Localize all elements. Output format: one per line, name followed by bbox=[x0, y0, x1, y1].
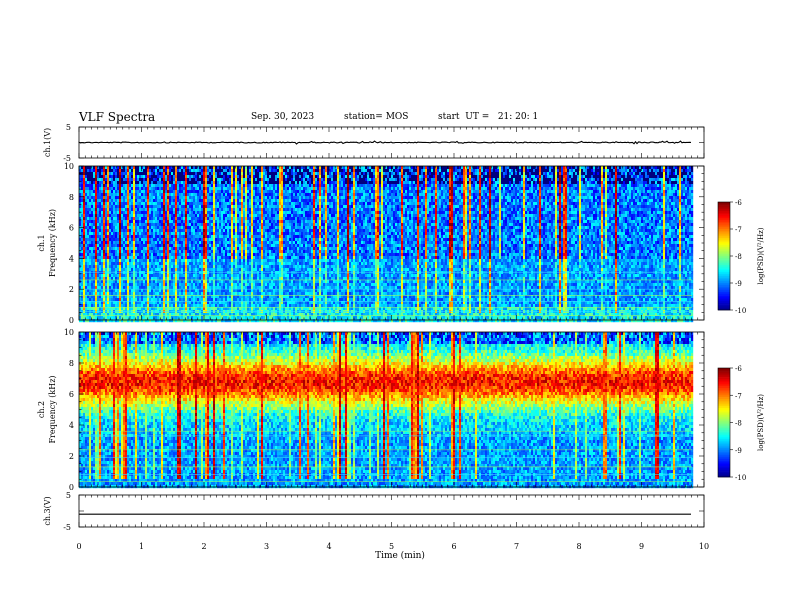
vlf-spectra-figure: VLF Spectra Sep. 30, 2023 station= MOS s… bbox=[0, 0, 792, 612]
ytick-label-ch1-spectrogram-2: 4 bbox=[69, 254, 74, 263]
colorbar-tick-ch1-spectrogram-0: -6 bbox=[735, 199, 742, 207]
ytick-label-ch3-waveform-top: 5 bbox=[66, 491, 71, 500]
colorbar-ch2-spectrogram bbox=[718, 368, 733, 477]
xtick-label-3: 3 bbox=[264, 542, 269, 551]
colorbar-label-ch2-spectrogram: log(PSD)(V²/Hz) bbox=[757, 394, 765, 451]
ytick-label-ch2-spectrogram-5: 10 bbox=[64, 328, 74, 337]
colorbar-tick-ch1-spectrogram-1: -7 bbox=[735, 226, 742, 234]
xtick-label-9: 9 bbox=[639, 542, 644, 551]
ytick-label-ch2-spectrogram-1: 2 bbox=[69, 452, 74, 461]
colorbar-tick-ch2-spectrogram-4: -10 bbox=[735, 474, 746, 482]
ytick-label-ch1-spectrogram-3: 6 bbox=[69, 224, 74, 233]
ytick-label-ch1-spectrogram-1: 2 bbox=[69, 285, 74, 294]
ytick-label-ch2-spectrogram-3: 6 bbox=[69, 390, 74, 399]
ylabel-ch1-waveform: ch.1(V) bbox=[43, 128, 52, 157]
ytick-label-ch1-spectrogram-0: 0 bbox=[69, 316, 74, 325]
ylabel-ch3-waveform: ch.3(V) bbox=[43, 496, 52, 525]
colorbar-tick-ch2-spectrogram-3: -9 bbox=[735, 447, 742, 455]
colorbar-ch1-spectrogram bbox=[718, 202, 733, 310]
xtick-label-6: 6 bbox=[451, 542, 456, 551]
spectrogram-ch2-spectrogram bbox=[79, 332, 693, 488]
ytick-label-ch1-spectrogram-5: 10 bbox=[64, 162, 74, 171]
xtick-label-5: 5 bbox=[389, 542, 394, 551]
ytick-label-ch1-spectrogram-4: 8 bbox=[69, 193, 74, 202]
xtick-label-1: 1 bbox=[139, 542, 144, 551]
colorbar-tick-ch2-spectrogram-2: -8 bbox=[735, 420, 742, 428]
colorbar-tick-ch1-spectrogram-2: -8 bbox=[735, 253, 742, 261]
ytick-label-ch2-spectrogram-4: 8 bbox=[69, 359, 74, 368]
ylabel-channel-ch1-spectrogram: ch.1 bbox=[37, 234, 46, 251]
ytick-label-ch1-waveform-top: 5 bbox=[66, 123, 71, 132]
xtick-label-7: 7 bbox=[514, 542, 519, 551]
xtick-label-0: 0 bbox=[76, 542, 81, 551]
ylabel-channel-ch2-spectrogram: ch.2 bbox=[37, 401, 46, 418]
colorbar-tick-ch1-spectrogram-4: -10 bbox=[735, 307, 746, 315]
xtick-label-8: 8 bbox=[576, 542, 581, 551]
colorbar-label-ch1-spectrogram: log(PSD)(V²/Hz) bbox=[757, 227, 765, 284]
ytick-label-ch3-waveform-bottom: -5 bbox=[63, 523, 71, 532]
colorbar-tick-ch2-spectrogram-1: -7 bbox=[735, 392, 742, 400]
colorbar-tick-ch1-spectrogram-3: -9 bbox=[735, 280, 742, 288]
ylabel-frequency-ch1-spectrogram: Frequency (kHz) bbox=[48, 209, 57, 277]
ylabel-frequency-ch2-spectrogram: Frequency (kHz) bbox=[48, 375, 57, 443]
colorbar-tick-ch2-spectrogram-0: -6 bbox=[735, 365, 742, 373]
ytick-label-ch2-spectrogram-2: 4 bbox=[69, 421, 74, 430]
xlabel-time: Time (min) bbox=[375, 550, 425, 561]
figure-svg: 5-5ch.1(V)0246810ch.1 Frequency (kHz)-6-7… bbox=[0, 0, 792, 612]
xtick-label-4: 4 bbox=[326, 542, 331, 551]
xtick-label-10: 10 bbox=[699, 542, 709, 551]
xtick-label-2: 2 bbox=[201, 542, 206, 551]
spectrogram-ch1-spectrogram bbox=[79, 166, 693, 322]
